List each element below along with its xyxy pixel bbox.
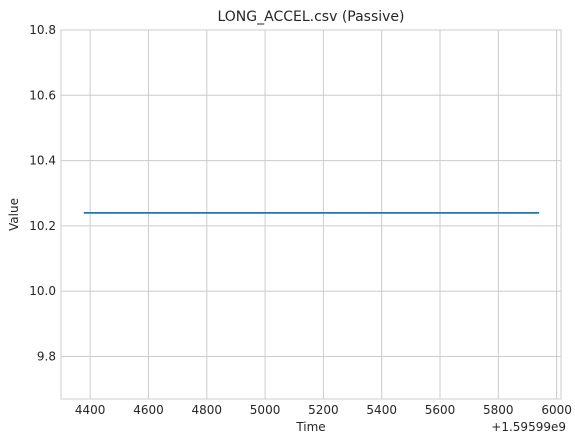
chart-title: LONG_ACCEL.csv (Passive) — [217, 9, 404, 25]
x-tick-label: 4400 — [75, 403, 106, 417]
x-tick-labels: 4400 4600 4800 5000 5200 5400 5600 5800 6000 — [75, 403, 572, 417]
x-axis-label: Time — [295, 420, 325, 434]
y-tick-label: 10.8 — [29, 23, 56, 37]
x-tick-label: 5800 — [483, 403, 514, 417]
grid-lines — [61, 29, 561, 399]
x-tick-label: 6000 — [541, 403, 572, 417]
x-tick-label: 5600 — [425, 403, 456, 417]
x-axis-offset-text: +1.59599e9 — [491, 420, 566, 434]
y-tick-label: 10.4 — [29, 154, 56, 168]
x-tick-label: 5400 — [366, 403, 397, 417]
y-tick-label: 10.0 — [29, 284, 56, 298]
y-tick-label: 9.8 — [37, 350, 56, 364]
y-axis-label: Value — [7, 198, 21, 231]
x-tick-label: 4800 — [191, 403, 222, 417]
x-tick-label: 5200 — [308, 403, 339, 417]
y-tick-labels: 9.8 10.0 10.2 10.4 10.6 10.8 — [29, 23, 56, 364]
y-tick-label: 10.2 — [29, 219, 56, 233]
plot-area-frame — [60, 29, 562, 400]
x-tick-label: 4600 — [133, 403, 164, 417]
x-tick-label: 5000 — [250, 403, 281, 417]
y-tick-label: 10.6 — [29, 88, 56, 102]
